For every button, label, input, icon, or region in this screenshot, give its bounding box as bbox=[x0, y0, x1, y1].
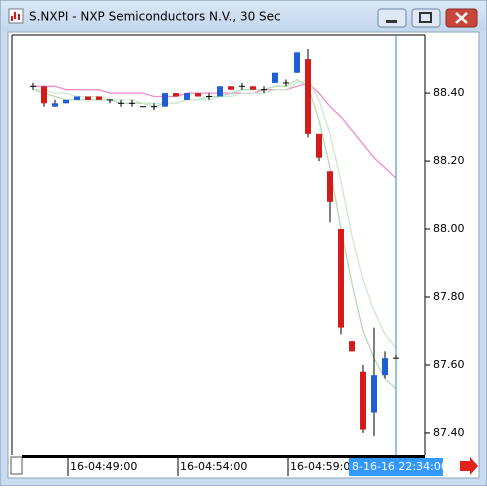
candle-body bbox=[52, 103, 58, 107]
scroll-right-arrow[interactable] bbox=[460, 457, 478, 475]
scroll-handle[interactable] bbox=[10, 456, 23, 475]
crosshair-label: 8-16-16 22:34:00 bbox=[352, 460, 448, 473]
candle-body bbox=[349, 341, 355, 352]
y-tick-label: 87.60 bbox=[433, 358, 465, 371]
moving-average bbox=[33, 82, 397, 179]
app-icon bbox=[8, 8, 24, 24]
candle-body bbox=[360, 371, 366, 430]
candle-body bbox=[294, 52, 300, 73]
window-title: S.NXPI - NXP Semiconductors N.V., 30 Sec bbox=[29, 10, 281, 24]
candle-body bbox=[382, 358, 388, 376]
candle-body bbox=[162, 93, 168, 107]
candle-body bbox=[228, 86, 234, 90]
candle-body bbox=[272, 72, 278, 83]
moving-average bbox=[32, 78, 397, 390]
moving-average bbox=[33, 78, 397, 349]
candle-body bbox=[74, 96, 80, 100]
candle-body bbox=[85, 96, 91, 100]
y-tick-label: 87.40 bbox=[433, 426, 465, 439]
x-tick-label: 16-04:49:00 bbox=[70, 460, 137, 473]
candle-body bbox=[217, 86, 223, 97]
maximize-button[interactable] bbox=[411, 8, 441, 28]
close-button[interactable] bbox=[445, 8, 478, 28]
candle-body bbox=[184, 93, 190, 100]
candle-body bbox=[371, 375, 377, 413]
candle-body bbox=[173, 93, 179, 97]
chart-panel bbox=[7, 31, 480, 479]
candle-body bbox=[41, 86, 47, 104]
candle-body bbox=[195, 93, 201, 97]
y-tick-label: 88.40 bbox=[433, 86, 465, 99]
plot: 87.40 87.60 87.80 88.00 88.20 88.40 16-04:49:0… bbox=[30, 35, 465, 476]
time-axis-line bbox=[22, 455, 425, 458]
minimize-button[interactable] bbox=[377, 8, 407, 28]
candle-body bbox=[316, 133, 322, 158]
y-tick-label: 88.00 bbox=[433, 222, 465, 235]
candle-body bbox=[250, 86, 256, 90]
crosshair-label-bg bbox=[349, 458, 443, 476]
candle-body bbox=[63, 99, 69, 104]
candle-body bbox=[327, 171, 333, 202]
y-tick-label: 87.80 bbox=[433, 290, 465, 303]
candle-body bbox=[305, 59, 311, 134]
y-tick-label: 88.20 bbox=[433, 154, 465, 167]
x-tick-label: 16-04:54:00 bbox=[180, 460, 247, 473]
x-tick-label: 16-04:59:00 bbox=[290, 460, 357, 473]
candle-body bbox=[96, 96, 102, 100]
candle-body bbox=[338, 229, 344, 328]
